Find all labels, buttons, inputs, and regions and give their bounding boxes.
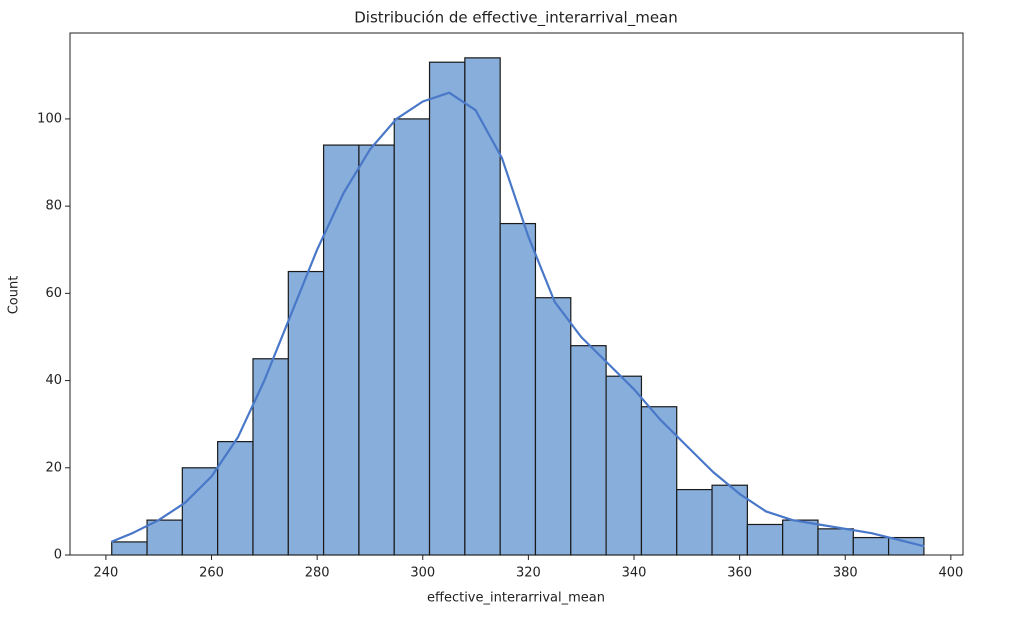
bar (782, 519, 819, 556)
bar (852, 536, 890, 556)
y-axis-label: Count (7, 276, 22, 315)
y-tick-label: 80 (45, 199, 62, 214)
x-tick-label: 360 (727, 566, 752, 581)
x-tick-label: 340 (622, 566, 647, 581)
chart-title: Distribución de effective_interarrival_m… (354, 9, 678, 28)
bar (322, 144, 360, 556)
bar (111, 541, 148, 556)
bar (393, 118, 431, 556)
bar (358, 144, 395, 556)
plot-frame (69, 32, 964, 556)
bar (252, 358, 289, 556)
y-tick-label: 40 (45, 373, 62, 388)
y-tick-label: 60 (45, 286, 62, 301)
x-tick-label: 300 (410, 566, 435, 581)
x-tick-label: 380 (833, 566, 858, 581)
x-tick-label: 260 (199, 566, 224, 581)
bar (887, 536, 925, 556)
bar (640, 406, 678, 556)
bar (676, 488, 713, 556)
bar (605, 375, 643, 556)
bar (817, 528, 854, 556)
bar (146, 519, 183, 556)
bar (181, 467, 219, 556)
bar (287, 270, 325, 556)
x-tick-label: 240 (93, 566, 118, 581)
bar (534, 297, 572, 556)
x-tick-label: 320 (516, 566, 541, 581)
bar (746, 523, 784, 556)
bar (464, 57, 501, 556)
y-tick-label: 100 (37, 111, 62, 126)
bar (428, 61, 466, 556)
x-axis-label: effective_interarrival_mean (427, 591, 605, 606)
bar (499, 222, 537, 556)
kde-line (110, 91, 925, 548)
y-tick-label: 0 (54, 548, 62, 563)
x-tick-label: 400 (938, 566, 963, 581)
x-tick-label: 280 (305, 566, 330, 581)
bar (570, 345, 607, 556)
y-tick-label: 20 (45, 460, 62, 475)
